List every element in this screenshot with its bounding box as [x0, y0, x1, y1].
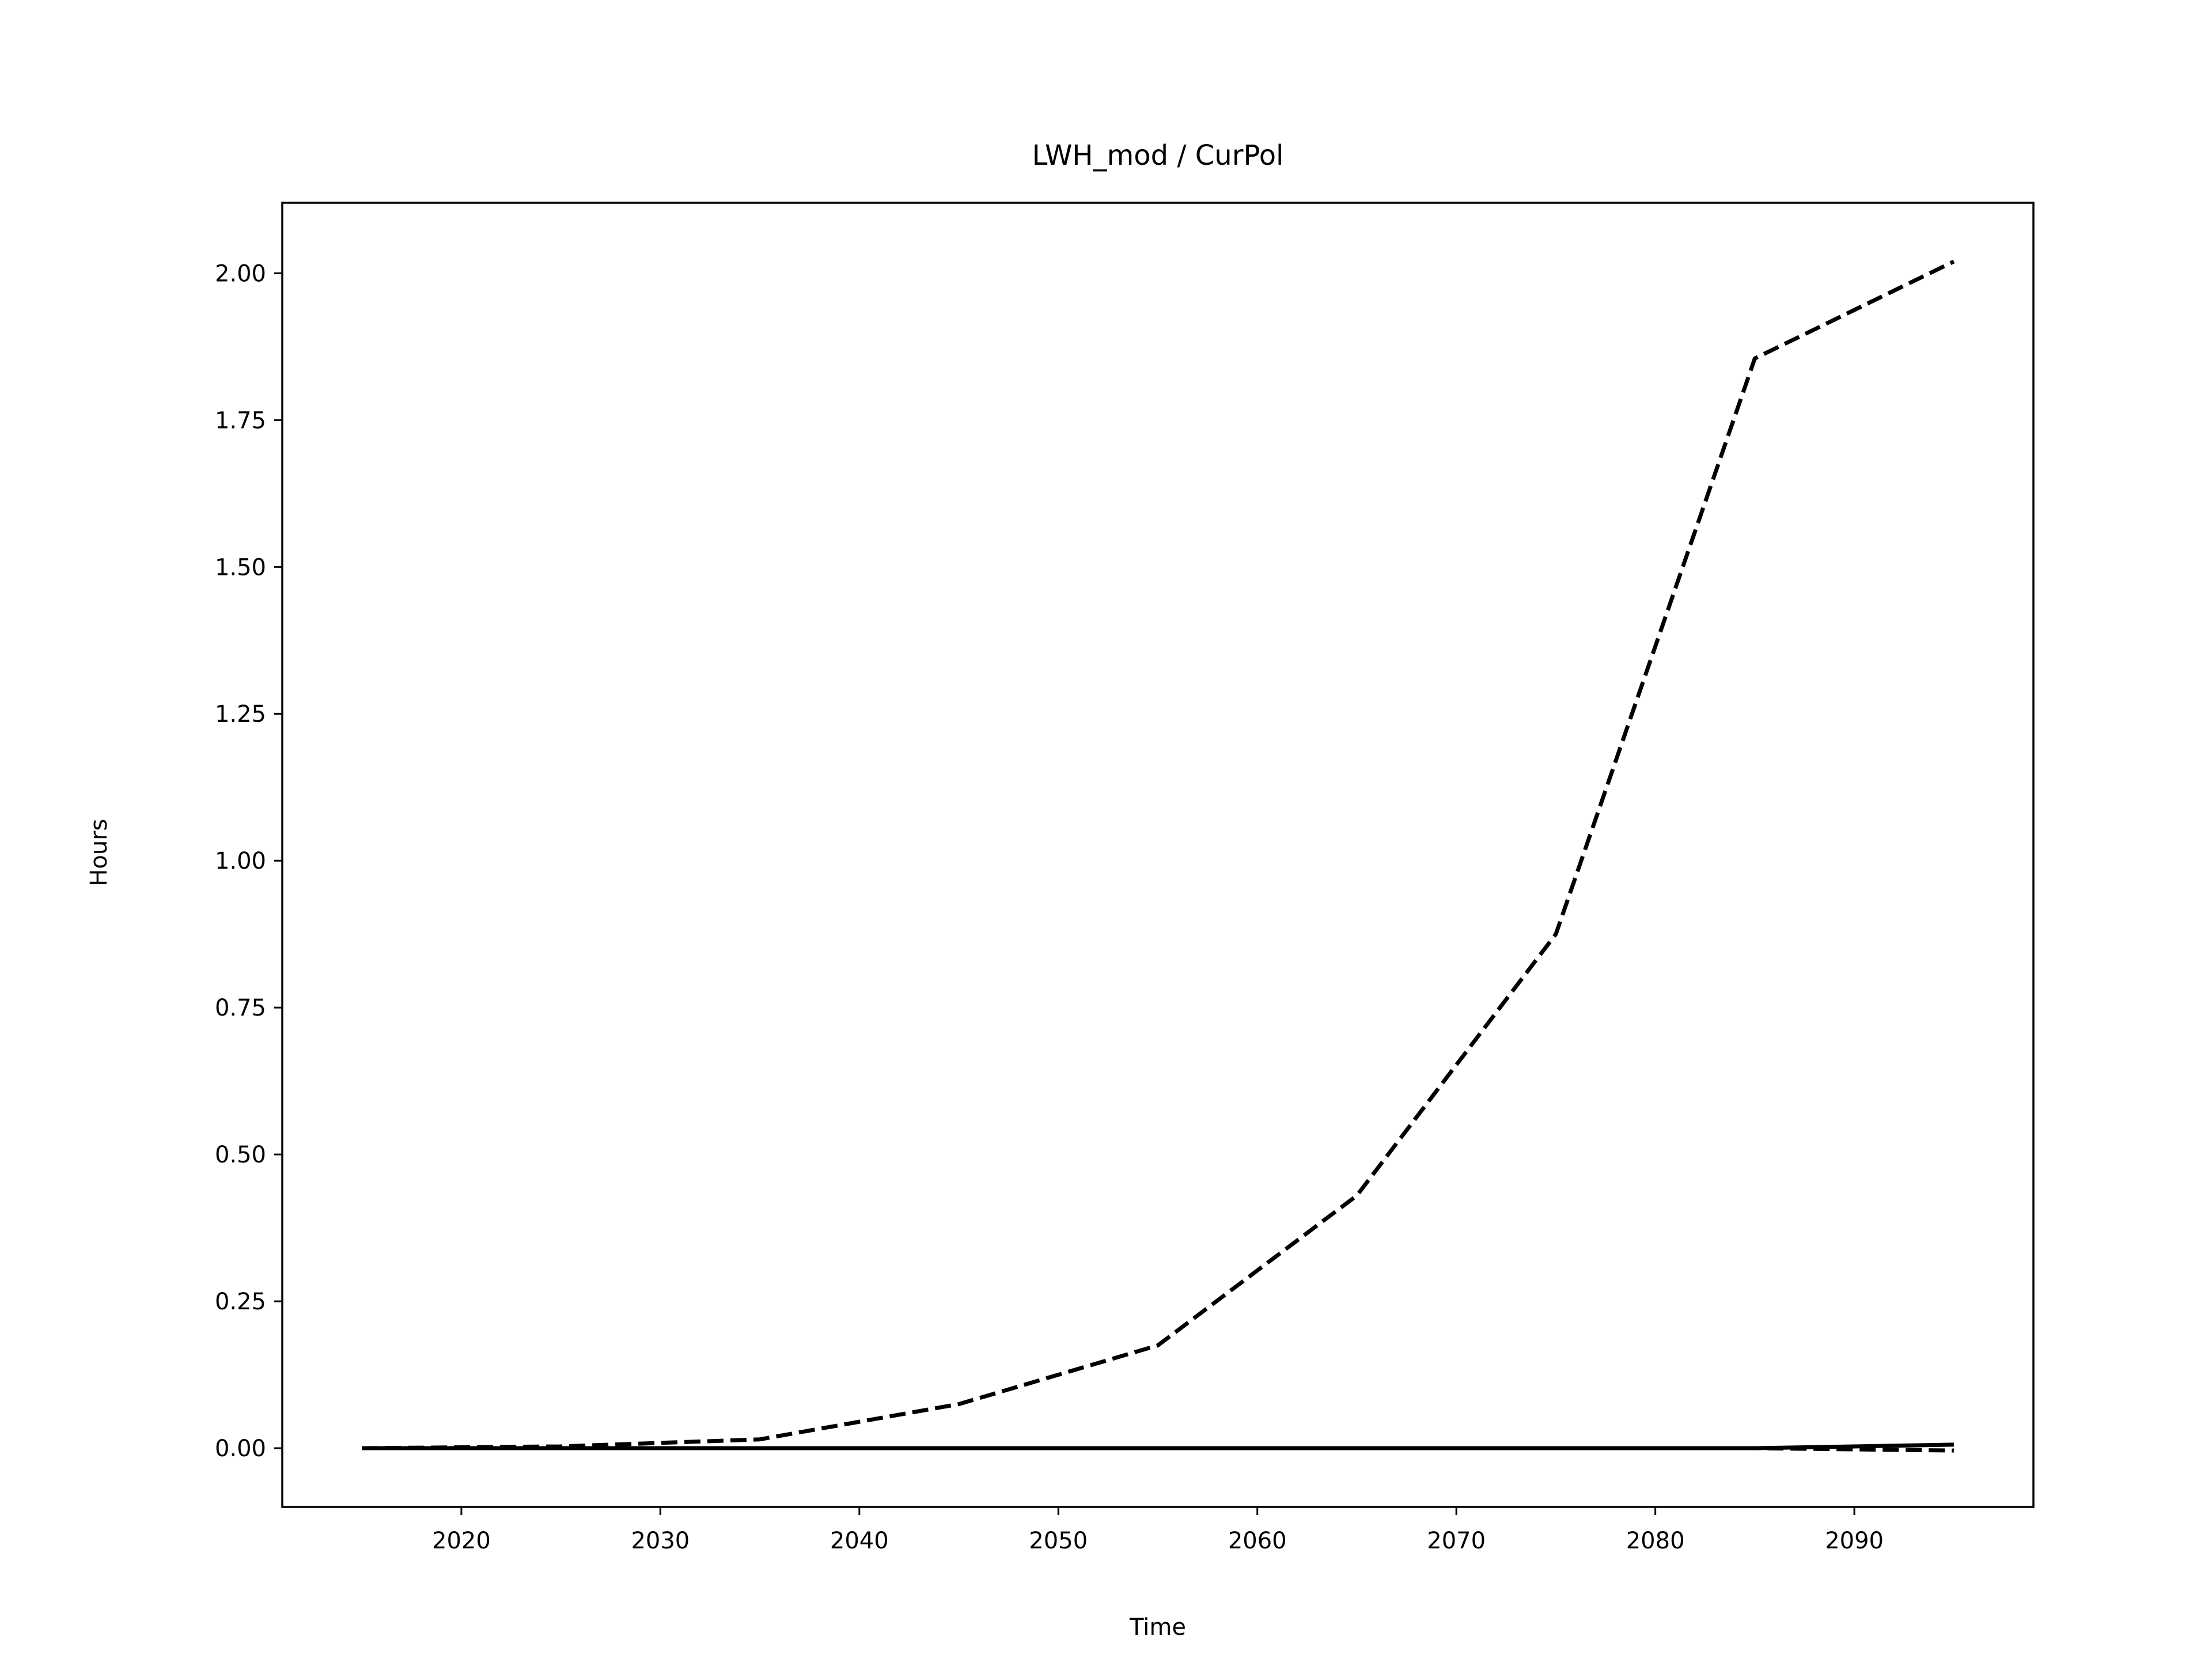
- y-tick-label: 1.75: [215, 407, 266, 434]
- y-axis-label: Hours: [86, 819, 112, 886]
- x-tick-label: 2050: [1029, 1528, 1088, 1554]
- x-tick-label: 2040: [830, 1528, 889, 1554]
- y-tick-label: 1.00: [215, 848, 266, 874]
- y-tick-label: 0.50: [215, 1142, 266, 1168]
- series-line-1: [362, 259, 1955, 1450]
- x-tick-label: 2090: [1825, 1528, 1884, 1554]
- series-line-3: [362, 1446, 1954, 1453]
- x-tick-label: 2020: [432, 1528, 491, 1554]
- x-axis-ticks: 2020 2030 2040 2050 2060 2070 2080 2090: [432, 1507, 1884, 1554]
- y-tick-label: 2.00: [215, 260, 266, 287]
- y-tick-label: 0.25: [215, 1289, 266, 1315]
- x-tick-label: 2070: [1427, 1528, 1486, 1554]
- y-tick-label: 0.75: [215, 995, 266, 1021]
- x-tick-label: 2060: [1228, 1528, 1287, 1554]
- y-tick-label: 1.50: [215, 554, 266, 581]
- y-tick-label: 1.25: [215, 701, 266, 728]
- chart-title: LWH_mod / CurPol: [1032, 139, 1284, 172]
- x-axis-label: Time: [1129, 1614, 1186, 1641]
- plot-frame: [281, 202, 2035, 1508]
- plot-lines: [362, 259, 1955, 1453]
- x-tick-label: 2030: [631, 1528, 690, 1554]
- y-axis-ticks: 0.00 0.25 0.50 0.75 1.00 1.25 1.50 1.75 2.00: [215, 260, 282, 1462]
- x-tick-label: 2080: [1626, 1528, 1685, 1554]
- y-tick-label: 0.00: [215, 1435, 266, 1462]
